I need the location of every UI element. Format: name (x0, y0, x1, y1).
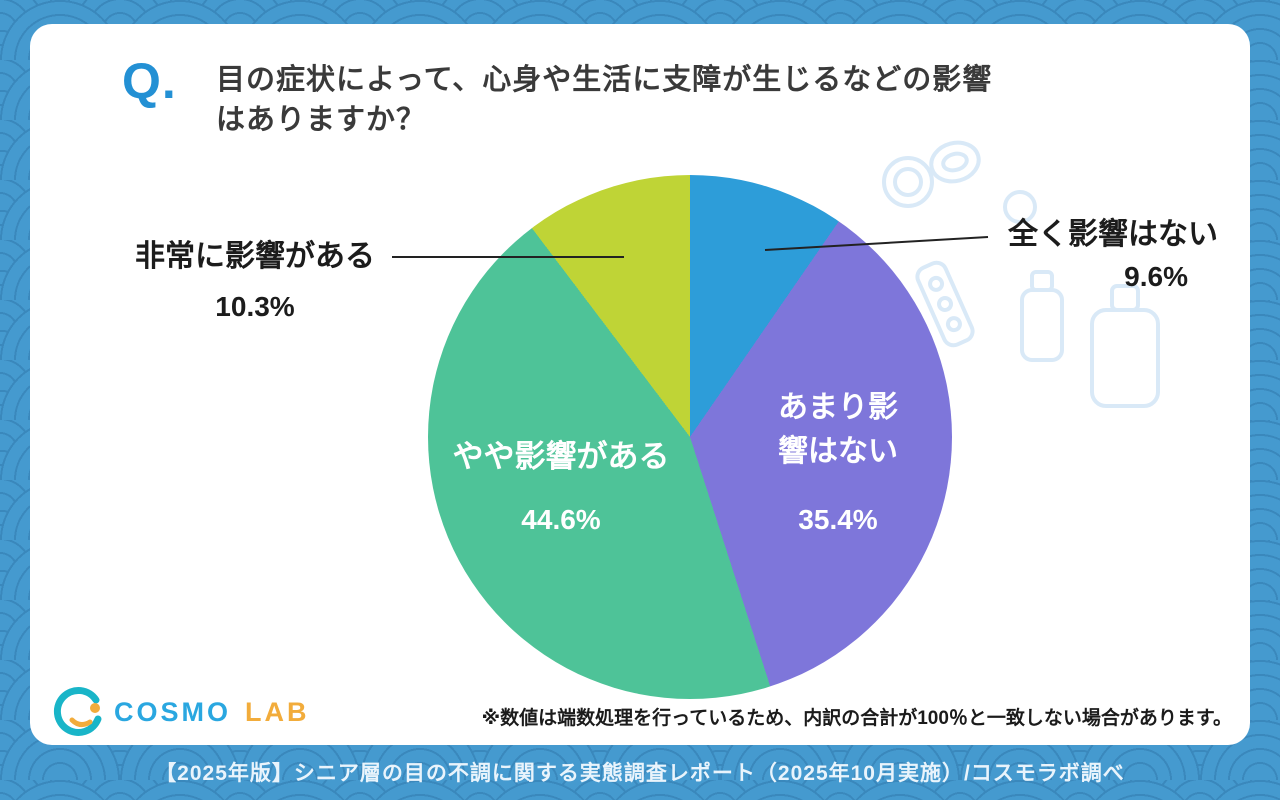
pie-chart (428, 175, 952, 699)
rounding-note: ※数値は端数処理を行っているため、内訳の合計が100％と一致しない場合があります… (481, 708, 1232, 729)
medicine-bottle-icon (1090, 284, 1160, 408)
question-mark-label: Q. (122, 53, 177, 109)
content-card: Q. 目の症状によって、心身や生活に支障が生じるなどの影響 はありますか？ (30, 24, 1250, 745)
cosmo-lab-logo-icon (53, 687, 102, 736)
segment-value-some-impact: 44.6% (521, 504, 601, 535)
question-title-line1: 目の症状によって、心身や生活に支障が生じるなどの影響 (216, 64, 993, 96)
segment-label-little-impact: あまり影響はない (778, 391, 898, 468)
question-title-line2: はありますか？ (216, 104, 427, 136)
lens-strip-icon (915, 260, 975, 348)
contact-lens-case-icon (882, 140, 1037, 224)
segment-value-no-impact: 9.6% (1124, 261, 1188, 292)
segment-label-no-impact: 全く影響はない (1008, 218, 1218, 251)
segment-label-some-impact: やや影響がある (452, 439, 670, 474)
logo-text-cosmo: COSMO (114, 696, 232, 727)
decorative-eyecare-icons (882, 140, 1160, 408)
segment-label-strong-impact: 非常に影響がある (135, 240, 375, 273)
segment-value-strong-impact: 10.3% (215, 291, 295, 322)
cosmo-lab-logo: COSMO LAB (52, 686, 310, 738)
eye-drop-bottle-icon (1020, 270, 1064, 362)
question-title: 目の症状によって、心身や生活に支障が生じるなどの影響 はありますか？ (216, 60, 992, 140)
segment-value-little-impact: 35.4% (798, 504, 878, 535)
logo-text-lab: LAB (245, 696, 310, 727)
report-footer-text: 【2025年版】シニア層の目の不調に関する実態調査レポート（2025年10月実施… (155, 762, 1125, 785)
